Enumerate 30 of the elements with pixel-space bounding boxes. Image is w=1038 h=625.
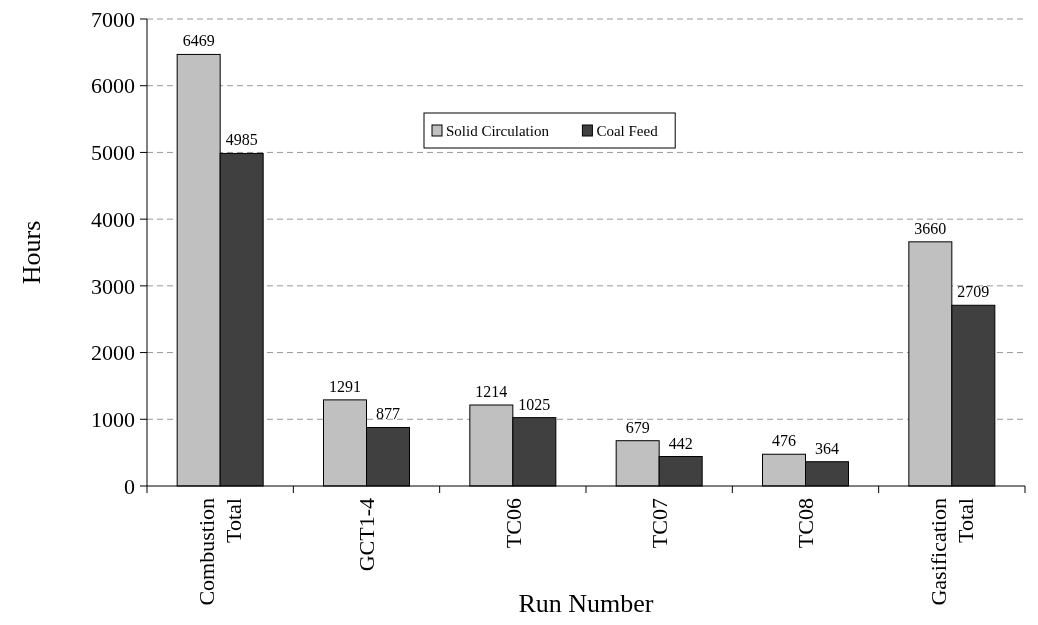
x-tick-label: Gasification Total xyxy=(926,498,979,606)
x-tick-label: TC06 xyxy=(500,498,526,549)
data-label: 679 xyxy=(625,418,650,436)
y-tick-label: 5000 xyxy=(91,140,135,166)
y-axis-title: Hours xyxy=(17,220,46,285)
data-label: 476 xyxy=(772,432,796,450)
y-tick-label: 6000 xyxy=(91,73,135,99)
data-label: 442 xyxy=(668,434,693,452)
data-label: 1291 xyxy=(329,377,361,395)
legend-label: Solid Circulation xyxy=(446,123,550,140)
data-label: 6469 xyxy=(182,32,215,50)
data-label: 877 xyxy=(376,405,400,423)
x-tick-label: TC08 xyxy=(793,498,819,549)
y-tick-label: 4000 xyxy=(91,206,135,232)
x-tick-label: GCT1-4 xyxy=(354,498,380,572)
y-tick-label: 0 xyxy=(124,473,135,499)
y-tick-label: 2000 xyxy=(91,340,135,366)
data-label: 1214 xyxy=(475,383,508,401)
y-tick-label: 7000 xyxy=(91,6,135,32)
data-label: 3660 xyxy=(914,219,947,237)
data-label: 4985 xyxy=(225,131,258,149)
y-tick-label: 1000 xyxy=(91,406,135,432)
x-tick-label: TC07 xyxy=(646,498,672,549)
legend-label: Coal Feed xyxy=(596,123,659,140)
x-tick-label: Combustion Total xyxy=(194,498,247,606)
data-label: 364 xyxy=(815,439,839,457)
data-label: 2709 xyxy=(957,283,990,301)
y-tick-label: 3000 xyxy=(91,273,135,299)
x-axis-title: Run Number xyxy=(518,589,654,618)
data-label: 1025 xyxy=(518,395,551,413)
